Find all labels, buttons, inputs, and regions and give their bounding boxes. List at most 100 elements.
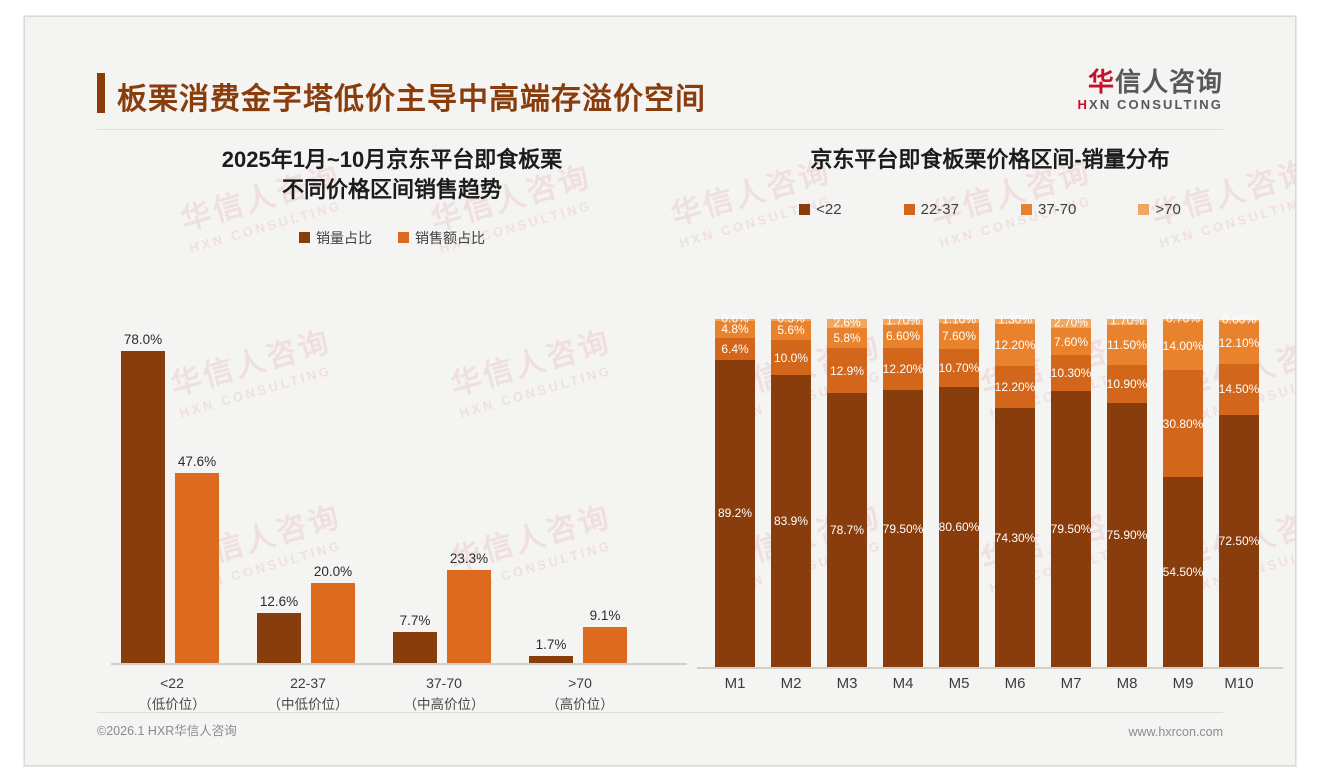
stack-segment-M4->70[interactable]: 1.70% (883, 313, 923, 327)
right-chart-panel: 京东平台即食板栗价格区间-销量分布 <22 22-37 37-70 >70 89.2%… (697, 145, 1283, 715)
stack-segment-M6-22-37[interactable]: 12.20% (994, 365, 1036, 409)
stack-segment-label: 79.50% (882, 521, 924, 536)
legend-item-1[interactable]: 销售额占比 (398, 228, 485, 248)
stacked-bar-M3[interactable]: 78.7% 12.9% 5.8% 2.6% (827, 315, 867, 667)
legend-item-1[interactable]: 22-37 (903, 201, 959, 219)
bar-37-70-销量占比[interactable]: 7.7% (393, 613, 437, 663)
stack-segment-M3-<22[interactable]: 78.7% (827, 393, 867, 667)
stacked-bar-M7[interactable]: 79.50% 10.30% 7.60% 2.70% (1051, 315, 1091, 667)
left-chart-title-line2: 不同价格区间销售趋势 (281, 177, 502, 203)
right-chart-axis (697, 667, 1283, 669)
stack-segment-M5->70[interactable]: 1.10% (939, 312, 979, 326)
footer-website: www.hxrcon.com (1128, 725, 1223, 739)
stack-segment-M3->70[interactable]: 2.6% (827, 315, 867, 329)
stack-segment-M10-<22[interactable]: 72.50% (1219, 414, 1259, 667)
stack-segment-M9-22-37[interactable]: 30.80% (1163, 370, 1203, 478)
stack-segment-M10-37-70[interactable]: 12.10% (1219, 322, 1259, 365)
x-axis-label-M5: M5 (948, 675, 970, 692)
bar-value-label: 9.1% (589, 607, 621, 623)
legend-item-0[interactable]: 销量占比 (299, 228, 372, 248)
stack-segment-M8-22-37[interactable]: 10.90% (1107, 364, 1147, 403)
bar-22-37-销量占比[interactable]: 12.6% (257, 594, 301, 663)
stacked-bar-M8[interactable]: 75.90% 10.90% 11.50% 1.70% (1107, 313, 1147, 667)
stack-segment-M9-37-70[interactable]: 14.00% (1162, 321, 1204, 371)
stack-segment-M3-22-37[interactable]: 12.9% (827, 348, 867, 394)
x-axis-label-M4: M4 (892, 675, 914, 692)
stacked-bar-M4[interactable]: 79.50% 12.20% 6.60% 1.70% (882, 313, 924, 667)
stack-segment-M6->70[interactable]: 1.30% (995, 313, 1035, 327)
stack-segment-label: 5.8% (833, 331, 861, 346)
bar-value-label: 20.0% (313, 564, 353, 579)
legend-item-3[interactable]: >70 (1138, 201, 1181, 218)
stacked-bar-M6[interactable]: 74.30% 12.20% 12.20% 1.30% (994, 313, 1036, 667)
stack-segment-M9-<22[interactable]: 54.50% (1163, 477, 1203, 667)
stack-segment-M8->70[interactable]: 1.70% (1107, 313, 1147, 327)
right-chart-legend: <22 22-37 37-70 >70 (697, 201, 1283, 218)
bar-<22-销量占比[interactable]: 78.0% (121, 332, 165, 663)
stack-segment-M5-37-70[interactable]: 7.60% (939, 322, 979, 350)
bar-37-70-销售额占比[interactable]: 23.3% (447, 551, 491, 663)
stack-segment-M8-37-70[interactable]: 11.50% (1107, 324, 1147, 365)
stack-segment-M10->70[interactable]: 0.60% (1219, 312, 1259, 326)
stack-segment-M8-<22[interactable]: 75.90% (1107, 402, 1147, 667)
stack-segment-M2->70[interactable]: 0.5% (771, 311, 811, 325)
stack-segment-M6-37-70[interactable]: 12.20% (995, 323, 1035, 366)
x-axis-label-M2: M2 (780, 675, 802, 692)
stacked-bar-M2[interactable]: 83.9% 10.0% 5.6% 0.5% (771, 311, 811, 667)
stack-segment-label: 12.20% (882, 362, 924, 377)
x-axis-label-main: >70 (568, 675, 592, 691)
legend-label: 22-37 (920, 201, 959, 219)
stack-segment-label: 1.70% (1109, 313, 1145, 328)
bar->70-销售额占比[interactable]: 9.1% (583, 608, 627, 663)
stack-segment-M7-<22[interactable]: 79.50% (1051, 390, 1091, 667)
stack-segment-M6-<22[interactable]: 74.30% (995, 408, 1035, 667)
logo-english: HXN CONSULTING (1078, 98, 1223, 111)
stack-segment-label: 14.50% (1218, 382, 1260, 397)
stack-segment-M1->70[interactable]: 0.6% (715, 311, 755, 325)
stack-segment-label: 4.8% (721, 322, 749, 337)
company-logo: 华信人咨询 HXN CONSULTING (1078, 67, 1223, 111)
stack-segment-M2-<22[interactable]: 83.9% (771, 375, 811, 667)
stack-segment-M1-22-37[interactable]: 6.4% (715, 337, 755, 360)
stack-segment-label: 78.7% (829, 523, 865, 538)
stack-segment-M5-<22[interactable]: 80.60% (938, 386, 980, 667)
stack-segment-M5-22-37[interactable]: 10.70% (939, 349, 979, 387)
stack-segment-label: 80.60% (938, 519, 980, 534)
footer-divider (97, 712, 1223, 713)
stack-segment-M7->70[interactable]: 2.70% (1051, 315, 1091, 329)
bar-22-37-销售额占比[interactable]: 20.0% (311, 564, 355, 663)
stack-segment-M3-37-70[interactable]: 5.8% (827, 328, 867, 349)
legend-item-2[interactable]: 37-70 (1021, 201, 1076, 218)
stacked-bar-M10[interactable]: 72.50% 14.50% 12.10% 0.60% (1218, 312, 1260, 667)
stack-segment-M7-22-37[interactable]: 10.30% (1051, 354, 1091, 391)
bar-value-label: 1.7% (535, 637, 567, 653)
legend-label: <22 (816, 201, 842, 219)
logo-en-grey: XN CONSULTING (1089, 97, 1223, 113)
stack-segment-M4-<22[interactable]: 79.50% (883, 390, 923, 667)
stack-segment-M4-22-37[interactable]: 12.20% (882, 347, 924, 391)
stack-segment-label: 89.2% (717, 506, 753, 521)
bar->70-销量占比[interactable]: 1.7% (529, 637, 573, 663)
x-axis-label-sub: （高价位） (546, 696, 614, 712)
stack-segment-M10-22-37[interactable]: 14.50% (1218, 364, 1260, 415)
header-divider (97, 129, 1223, 130)
stack-segment-M2-37-70[interactable]: 5.6% (771, 320, 811, 341)
stack-segment-label: 14.00% (1162, 338, 1204, 353)
stack-segment-label: 11.50% (1107, 337, 1147, 352)
stack-segment-M7-37-70[interactable]: 7.60% (1051, 328, 1091, 355)
bar-<22-销售额占比[interactable]: 47.6% (175, 454, 219, 663)
stacked-bar-M5[interactable]: 80.60% 10.70% 7.60% 1.10% (938, 312, 980, 667)
legend-item-0[interactable]: <22 (799, 201, 842, 219)
stack-segment-M4-37-70[interactable]: 6.60% (883, 324, 923, 348)
stack-segment-M1-37-70[interactable]: 4.8% (715, 321, 755, 338)
stacked-bar-M9[interactable]: 54.50% 30.80% 14.00% 0.70% (1162, 312, 1204, 667)
x-axis-label->70: >70 （高价位） (515, 673, 645, 716)
stack-segment-label: 12.20% (994, 380, 1036, 395)
stack-segment-M2-22-37[interactable]: 10.0% (771, 340, 811, 376)
stack-segment-M1-<22[interactable]: 89.2% (715, 359, 755, 667)
logo-cn-red: 华 (1087, 67, 1115, 97)
stacked-bar-M1[interactable]: 89.2% 6.4% 4.8% 0.6% (715, 311, 755, 667)
stack-segment-M9->70[interactable]: 0.70% (1163, 312, 1203, 326)
logo-chinese: 华信人咨询 (1078, 67, 1223, 97)
left-chart-panel: 2025年1月~10月京东平台即食板栗 不同价格区间销售趋势 销量占比 销售额占比… (97, 145, 687, 715)
